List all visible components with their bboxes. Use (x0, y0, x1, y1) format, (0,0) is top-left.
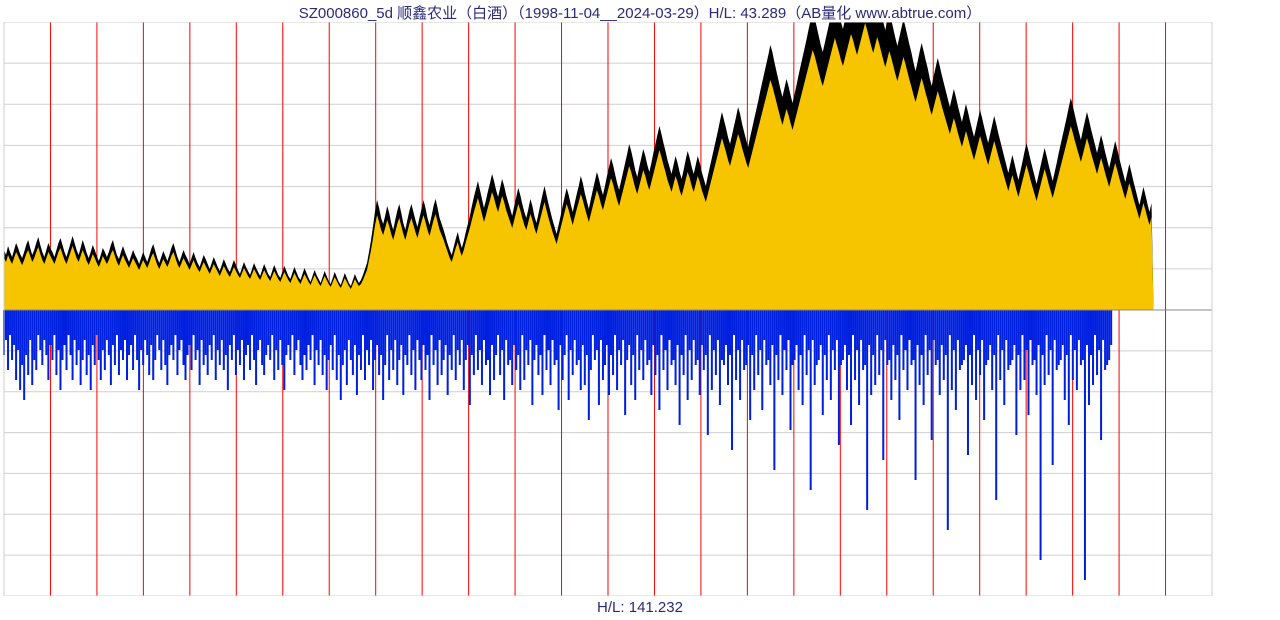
chart-footer: H/L: 141.232 (0, 599, 1280, 616)
chart-title: SZ000860_5d 顺鑫农业（白酒）（1998-11-04__2024-03… (0, 2, 1280, 23)
stock-chart (0, 22, 1280, 596)
